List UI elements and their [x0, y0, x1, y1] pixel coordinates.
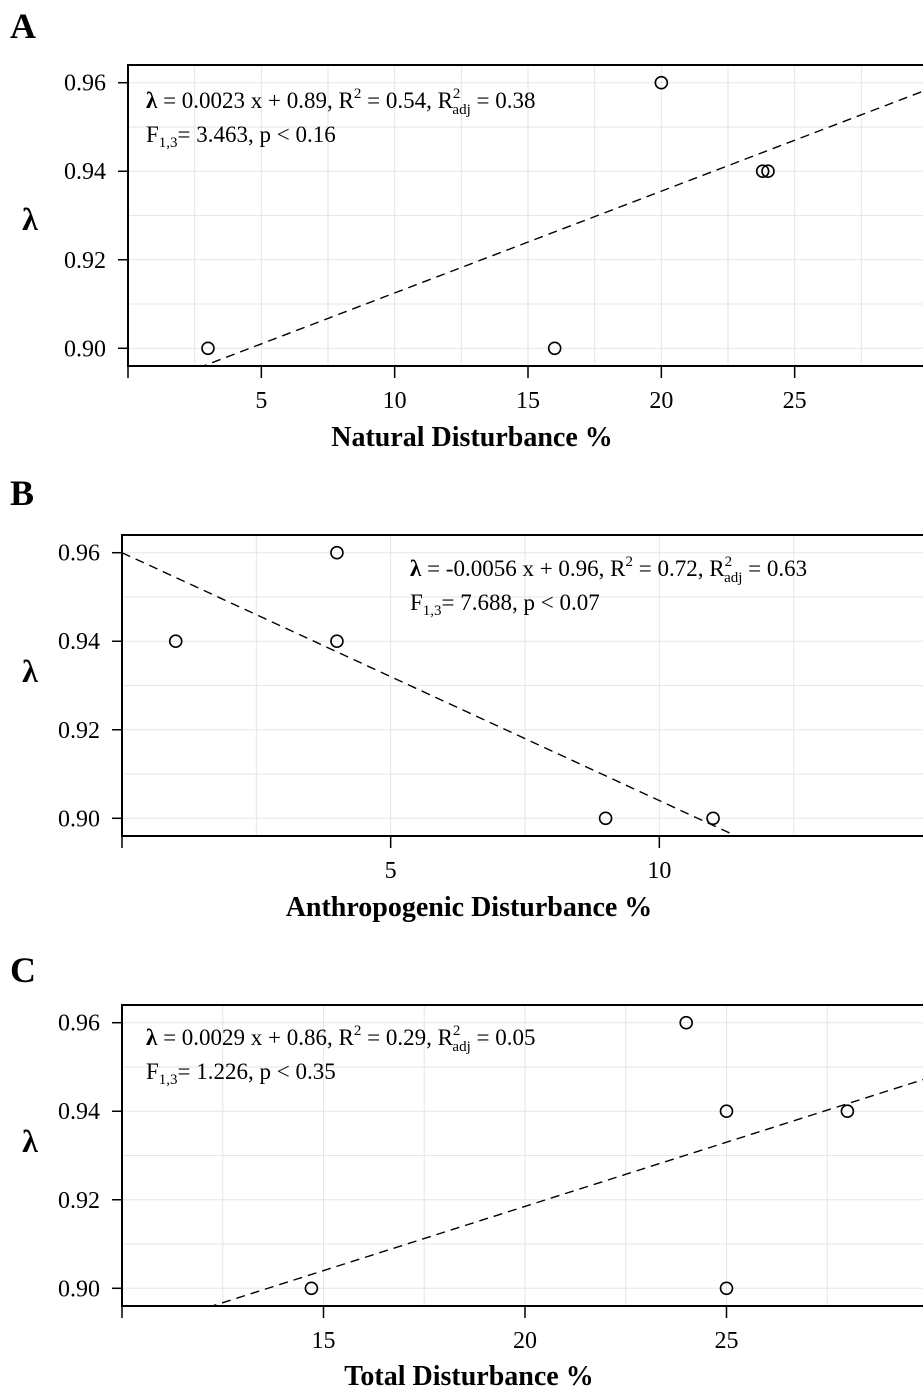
y-axis-title: λ: [22, 653, 38, 689]
y-tick-label: 0.96: [58, 541, 100, 567]
gridlines: [128, 65, 923, 366]
subscript: adj: [452, 102, 470, 118]
subscript: 1,3: [159, 135, 178, 151]
y-tick-label: 0.94: [58, 1099, 100, 1125]
subscript: 1,3: [423, 603, 442, 619]
y-tick-label: 0.92: [58, 718, 100, 744]
data-point: [201, 341, 215, 356]
y-axis-title: λ: [22, 1123, 38, 1159]
equation-text: = 0.29, R: [361, 1025, 453, 1050]
regression-equation: λ = -0.0056 x + 0.96, R2 = 0.72, R2 adj =…: [410, 554, 807, 586]
equation-text: = 0.05: [471, 1025, 536, 1050]
gridlines: [122, 535, 923, 836]
equation-text: = -0.0056 x + 0.96, R: [421, 556, 626, 581]
y-tick-label: 0.92: [64, 248, 106, 274]
equation-text: = 0.54, R: [361, 88, 453, 113]
x-tick-label: 25: [783, 388, 807, 414]
data-point: [330, 634, 344, 649]
lambda-symbol: λ: [410, 556, 422, 581]
y-tick-label: 0.96: [58, 1011, 100, 1037]
y-tick-label: 0.92: [58, 1188, 100, 1214]
f-letter: F: [146, 1059, 159, 1084]
f-statistic: F1,3= 1.226, p < 0.35: [146, 1059, 336, 1088]
y-axis-title: λ: [22, 201, 38, 237]
gridlines: [122, 1005, 923, 1306]
x-axis-title: Natural Disturbance %: [331, 422, 613, 453]
superscript: 2: [453, 1023, 461, 1039]
equation-text: = 0.63: [742, 556, 807, 581]
f-statistic: F1,3= 7.688, p < 0.07: [410, 590, 600, 619]
f-statistic-text: = 7.688, p < 0.07: [442, 590, 600, 615]
subscript: 1,3: [159, 1072, 178, 1088]
data-point: [761, 164, 775, 179]
subscript: adj: [452, 1039, 470, 1055]
y-tick-label: 0.94: [64, 159, 106, 185]
subscript: adj: [724, 570, 742, 586]
superscript: 2: [354, 1023, 362, 1039]
panel-letter: C: [10, 950, 36, 990]
panel-letter: A: [10, 6, 36, 46]
y-tick-label: 0.90: [58, 1276, 100, 1302]
regression-line: [122, 552, 738, 836]
x-axis-title: Anthropogenic Disturbance %: [286, 892, 653, 923]
x-tick-label: 25: [715, 1328, 739, 1354]
data-point: [719, 1104, 734, 1119]
f-letter: F: [146, 122, 159, 147]
y-tick-label: 0.90: [58, 806, 100, 832]
data-point: [654, 75, 669, 90]
y-tick-label: 0.90: [64, 336, 106, 362]
x-tick-label: 10: [383, 388, 407, 414]
f-statistic-text: = 3.463, p < 0.16: [178, 122, 336, 147]
data-point: [719, 1281, 734, 1296]
superscript: 2: [626, 554, 634, 570]
panel-b: B 5 10 0.90 0.92 0.94 0.96 Anthropogenic Distur…: [10, 473, 923, 923]
equation-text: = 0.0023 x + 0.89, R: [157, 88, 354, 113]
regression-line: [210, 1078, 923, 1306]
data-point: [679, 1015, 694, 1030]
x-tick-label: 5: [385, 858, 397, 884]
regression-line: [201, 90, 923, 366]
data-point: [706, 811, 720, 826]
x-tick-label: 5: [255, 388, 267, 414]
f-statistic-text: = 1.226, p < 0.35: [178, 1059, 336, 1084]
superscript: 2: [354, 86, 362, 102]
f-letter: F: [410, 590, 423, 615]
regression-equation: λ = 0.0023 x + 0.89, R2 = 0.54, R2 adj = …: [146, 86, 535, 118]
x-tick-label: 20: [649, 388, 673, 414]
y-tick-label: 0.94: [58, 629, 100, 655]
y-tick-label: 0.96: [64, 71, 106, 97]
f-statistic: F1,3= 3.463, p < 0.16: [146, 122, 336, 151]
superscript: 2: [725, 554, 733, 570]
x-tick-label: 15: [516, 388, 540, 414]
data-point: [168, 634, 183, 649]
x-tick-label: 10: [647, 858, 671, 884]
lambda-symbol: λ: [146, 1025, 158, 1050]
regression-equation: λ = 0.0029 x + 0.86, R2 = 0.29, R2 adj = …: [146, 1023, 535, 1055]
superscript: 2: [453, 86, 461, 102]
data-point: [547, 341, 562, 356]
equation-text: = 0.38: [471, 88, 536, 113]
equation-text: = 0.0029 x + 0.86, R: [157, 1025, 354, 1050]
data-point: [755, 164, 770, 179]
panel-a: A 5 10 15 20 25 0.90 0.92 0.94 0.96 Natural Distur…: [10, 6, 923, 453]
panel-c: C 15 20 25 0.90 0.92 0.94 0.96 Total Disturbance…: [10, 950, 923, 1392]
x-tick-label: 20: [513, 1328, 537, 1354]
lambda-symbol: λ: [146, 88, 158, 113]
data-point: [304, 1281, 319, 1296]
panel-letter: B: [10, 473, 34, 513]
equation-text: = 0.72, R: [633, 556, 725, 581]
data-point: [840, 1104, 855, 1119]
x-axis-title: Total Disturbance %: [344, 1361, 593, 1392]
x-tick-label: 15: [312, 1328, 336, 1354]
data-point: [598, 811, 613, 826]
data-point: [330, 545, 344, 560]
